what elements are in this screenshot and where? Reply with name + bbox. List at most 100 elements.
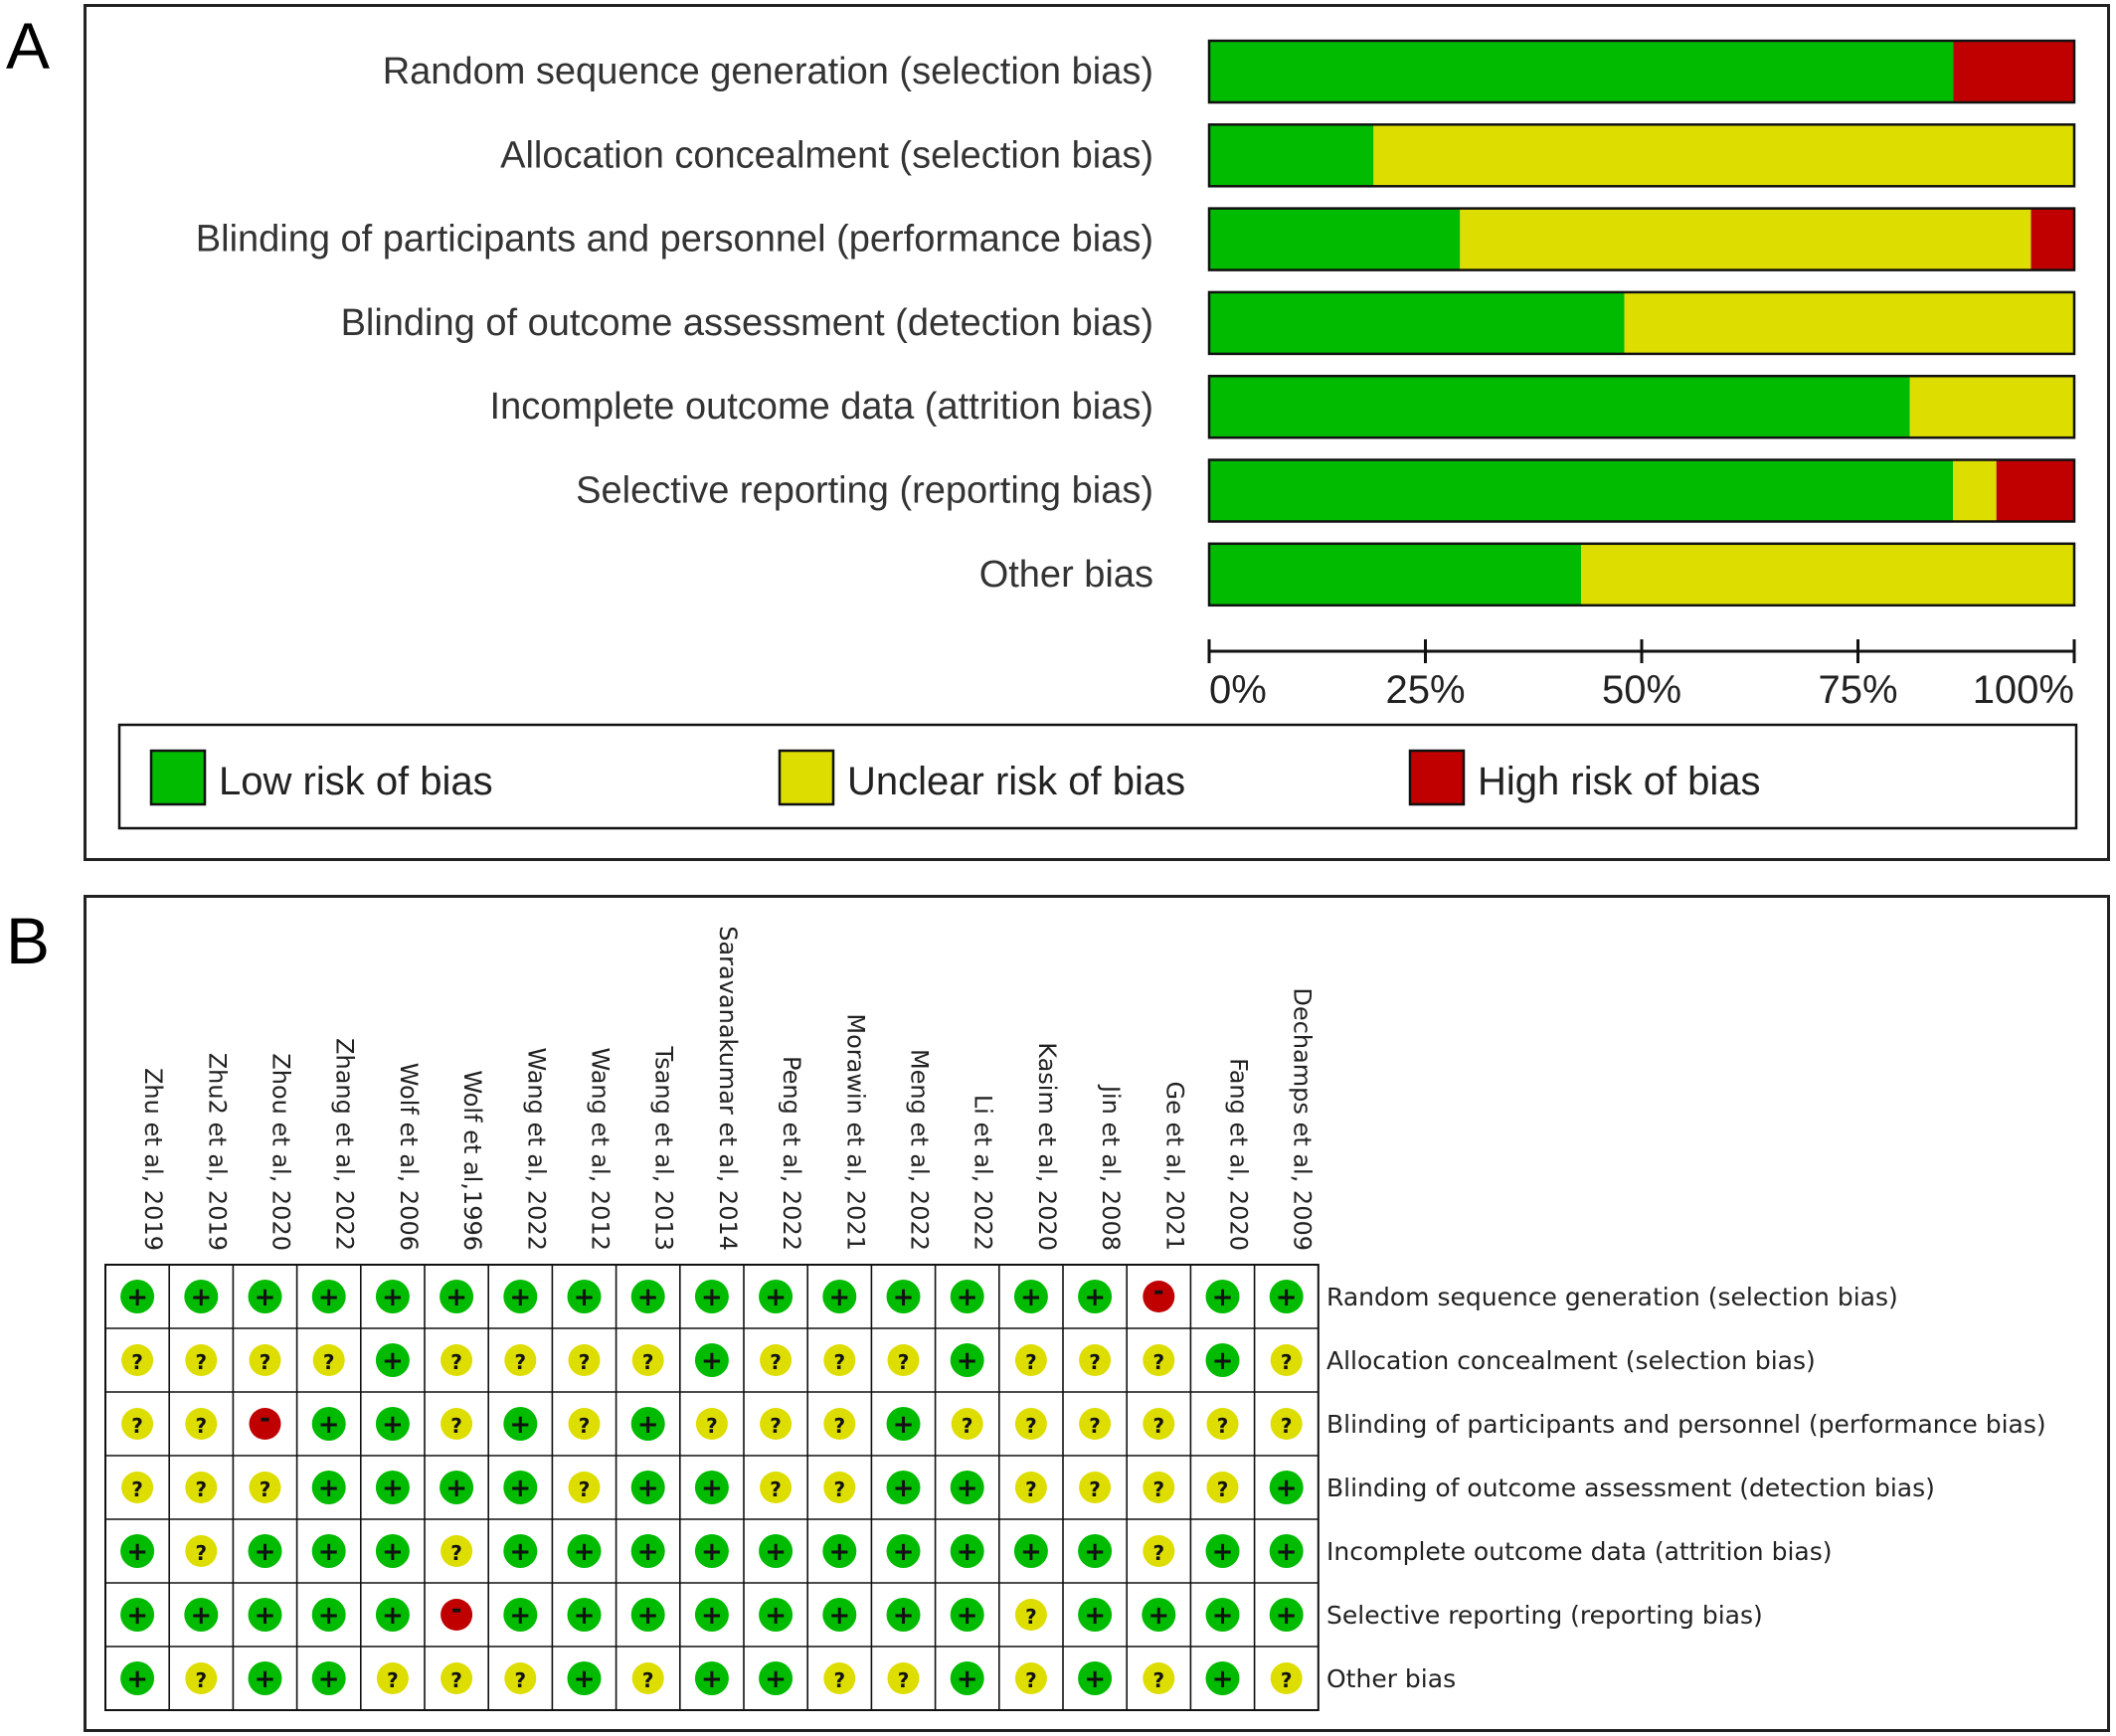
bar-segment-unclear [1581, 543, 2074, 606]
bar-segment-low [1209, 124, 1374, 187]
judgement-dot-low [950, 1661, 984, 1695]
judgement-symbol: + [893, 1410, 915, 1440]
judgement-symbol: + [382, 1474, 404, 1503]
judgement-symbol: ? [833, 1477, 845, 1501]
judgement-symbol: + [445, 1474, 467, 1503]
judgement-dot-low [311, 1407, 346, 1441]
bar-outline [1207, 207, 2076, 271]
judgement-symbol: + [637, 1410, 659, 1440]
study-label: Tsang et al, 2013 [650, 1046, 678, 1252]
judgement-symbol: + [318, 1537, 340, 1567]
judgement-dot-unclear [1206, 1408, 1239, 1440]
judgement-dot-unclear [760, 1408, 793, 1440]
judgement-dot-unclear [312, 1344, 345, 1376]
judgement-symbol: + [255, 1601, 276, 1631]
judgement-dot-unclear [887, 1662, 920, 1694]
category-label: Other bias [979, 554, 1153, 596]
judgement-dot-low [822, 1598, 857, 1632]
judgement-dot-unclear [376, 1662, 409, 1694]
judgement-symbol: + [893, 1537, 915, 1567]
judgement-dot-low [311, 1661, 346, 1695]
judgement-dot-high [1143, 1281, 1175, 1312]
judgement-symbol: ? [1025, 1414, 1037, 1438]
judgement-dot-unclear [441, 1535, 473, 1567]
judgement-symbol: + [509, 1601, 531, 1631]
judgement-symbol: + [382, 1410, 404, 1440]
judgement-dot-low [950, 1598, 984, 1632]
judgement-symbol: ? [1281, 1668, 1293, 1692]
judgement-dot-low [630, 1598, 665, 1632]
study-label: Li et al, 2022 [970, 1095, 997, 1251]
judgement-symbol: ? [1217, 1477, 1229, 1501]
judgement-dot-low [630, 1407, 665, 1441]
category-label: Selective reporting (reporting bias) [576, 470, 1153, 512]
judgement-dot-low [1013, 1280, 1048, 1313]
judgement-dot-low [694, 1598, 729, 1632]
judgement-dot-unclear [1014, 1472, 1047, 1503]
category-label: Blinding of participants and personnel (… [196, 219, 1153, 260]
judgement-symbol: + [637, 1537, 659, 1567]
judgement-dot-low [694, 1471, 729, 1504]
legend-label: Low risk of bias [219, 760, 493, 803]
judgement-symbol: ? [195, 1541, 207, 1565]
judgement-dot-low [311, 1280, 346, 1313]
judgement-dot-unclear [1014, 1662, 1047, 1694]
judgement-symbol: + [893, 1283, 915, 1312]
judgement-symbol: ? [131, 1477, 143, 1501]
judgement-symbol: ? [1152, 1350, 1164, 1374]
bar-segment-unclear [1460, 208, 2031, 270]
judgement-dot-unclear [1143, 1344, 1175, 1376]
judgement-dot-unclear [441, 1408, 473, 1440]
judgement-symbol: + [1084, 1601, 1106, 1631]
judgement-dot-low [440, 1471, 474, 1504]
judgement-dot-unclear [1079, 1472, 1112, 1503]
judgement-symbol: + [1020, 1283, 1042, 1312]
bar-segment-high [1953, 41, 2074, 102]
judgement-symbol: ? [1281, 1350, 1293, 1374]
legend-box [117, 723, 2078, 830]
judgement-symbol: + [701, 1601, 723, 1631]
study-label: Zhu et al, 2019 [139, 1068, 167, 1251]
judgement-symbol: ? [898, 1668, 910, 1692]
judgement-dot-low [120, 1280, 155, 1313]
judgement-symbol: + [509, 1283, 531, 1312]
judgement-dot-unclear [121, 1472, 154, 1503]
judgement-dot-unclear [951, 1408, 983, 1440]
judgement-dot-unclear [568, 1344, 601, 1376]
judgement-dot-low [759, 1534, 794, 1568]
domain-label: Selective reporting (reporting bias) [1326, 1601, 1763, 1630]
judgement-dot-low [694, 1343, 729, 1377]
judgement-symbol: ? [1281, 1414, 1293, 1438]
bar-outline [1207, 374, 2076, 439]
legend-swatch-low [149, 749, 207, 806]
judgement-dot-unclear [1270, 1662, 1303, 1694]
judgement-symbol: + [1276, 1474, 1298, 1503]
study-label: Jin et al, 2008 [1097, 1084, 1125, 1251]
judgement-symbol: + [701, 1537, 723, 1567]
judgement-dot-low [1205, 1343, 1240, 1377]
judgement-symbol: + [574, 1601, 596, 1631]
study-label: Wang et al, 2022 [522, 1048, 550, 1252]
panel-b-frame [84, 895, 2110, 1732]
judgement-dot-low [759, 1280, 794, 1313]
judgement-symbol: ? [450, 1668, 462, 1692]
x-tick-label: 100% [1973, 668, 2074, 712]
bar-segment-low [1209, 208, 1461, 270]
judgement-symbol: ? [1152, 1414, 1164, 1438]
judgement-dot-low [567, 1661, 602, 1695]
judgement-symbol: + [765, 1537, 787, 1567]
judgement-symbol: + [574, 1537, 596, 1567]
judgement-symbol: + [701, 1346, 723, 1376]
judgement-dot-low [1078, 1598, 1113, 1632]
judgement-symbol: + [445, 1283, 467, 1312]
judgement-symbol: + [893, 1474, 915, 1503]
judgement-symbol: ? [1089, 1477, 1101, 1501]
judgement-dot-low [311, 1534, 346, 1568]
legend-label: High risk of bias [1478, 760, 1761, 803]
x-tick-label: 0% [1209, 668, 1267, 712]
judgement-symbol: ? [833, 1668, 845, 1692]
judgement-symbol: + [701, 1474, 723, 1503]
judgement-symbol: ? [514, 1668, 526, 1692]
judgement-symbol: + [509, 1537, 531, 1567]
judgement-dot-low [375, 1471, 410, 1504]
